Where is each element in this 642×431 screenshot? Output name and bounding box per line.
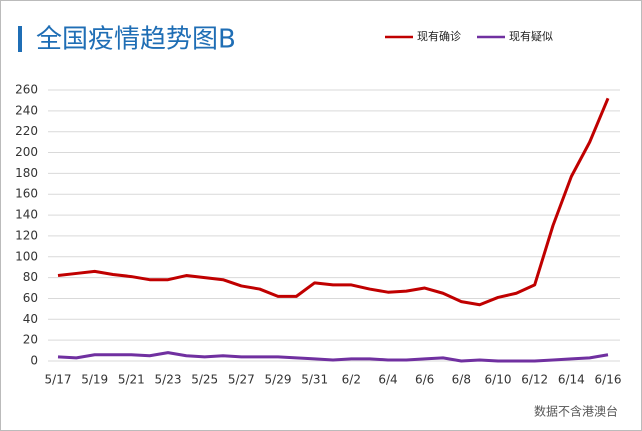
series-line <box>57 97 610 307</box>
x-tick-label: 6/12 <box>521 373 548 387</box>
x-tick-label: 5/27 <box>228 373 255 387</box>
x-tick-label: 6/8 <box>452 373 471 387</box>
y-tick-label: 0 <box>30 354 38 368</box>
chart-title: 全国疫情趋势图B <box>36 25 236 55</box>
y-tick-label: 40 <box>23 312 38 326</box>
legend-label: 现有确诊 <box>417 29 461 43</box>
y-tick-label: 220 <box>15 124 38 138</box>
x-tick-label: 5/25 <box>191 373 218 387</box>
legend-label: 现有疑似 <box>509 29 553 43</box>
x-tick-label: 6/2 <box>342 373 361 387</box>
y-tick-label: 100 <box>15 249 38 263</box>
y-tick-label: 180 <box>15 166 38 180</box>
x-tick-label: 5/21 <box>118 373 145 387</box>
x-tick-label: 6/4 <box>378 373 397 387</box>
y-tick-label: 140 <box>15 208 38 222</box>
title-bar <box>18 26 22 52</box>
y-tick-label: 240 <box>15 103 38 117</box>
x-tick-label: 6/10 <box>485 373 512 387</box>
x-tick-label: 5/19 <box>81 373 108 387</box>
y-tick-label: 260 <box>15 83 38 97</box>
x-tick-label: 5/31 <box>301 373 328 387</box>
y-tick-label: 160 <box>15 187 38 201</box>
series-line <box>57 351 609 363</box>
y-tick-label: 60 <box>23 291 38 305</box>
x-tick-label: 5/17 <box>45 373 72 387</box>
x-tick-label: 6/16 <box>595 373 622 387</box>
x-tick-label: 5/29 <box>265 373 292 387</box>
y-tick-label: 80 <box>23 270 38 284</box>
y-tick-label: 200 <box>15 145 38 159</box>
x-tick-label: 6/6 <box>415 373 434 387</box>
x-tick-label: 6/14 <box>558 373 585 387</box>
y-tick-label: 20 <box>23 333 38 347</box>
source-note: 数据不含港澳台 <box>534 404 618 419</box>
x-tick-label: 5/23 <box>155 373 182 387</box>
y-tick-label: 120 <box>15 228 38 242</box>
